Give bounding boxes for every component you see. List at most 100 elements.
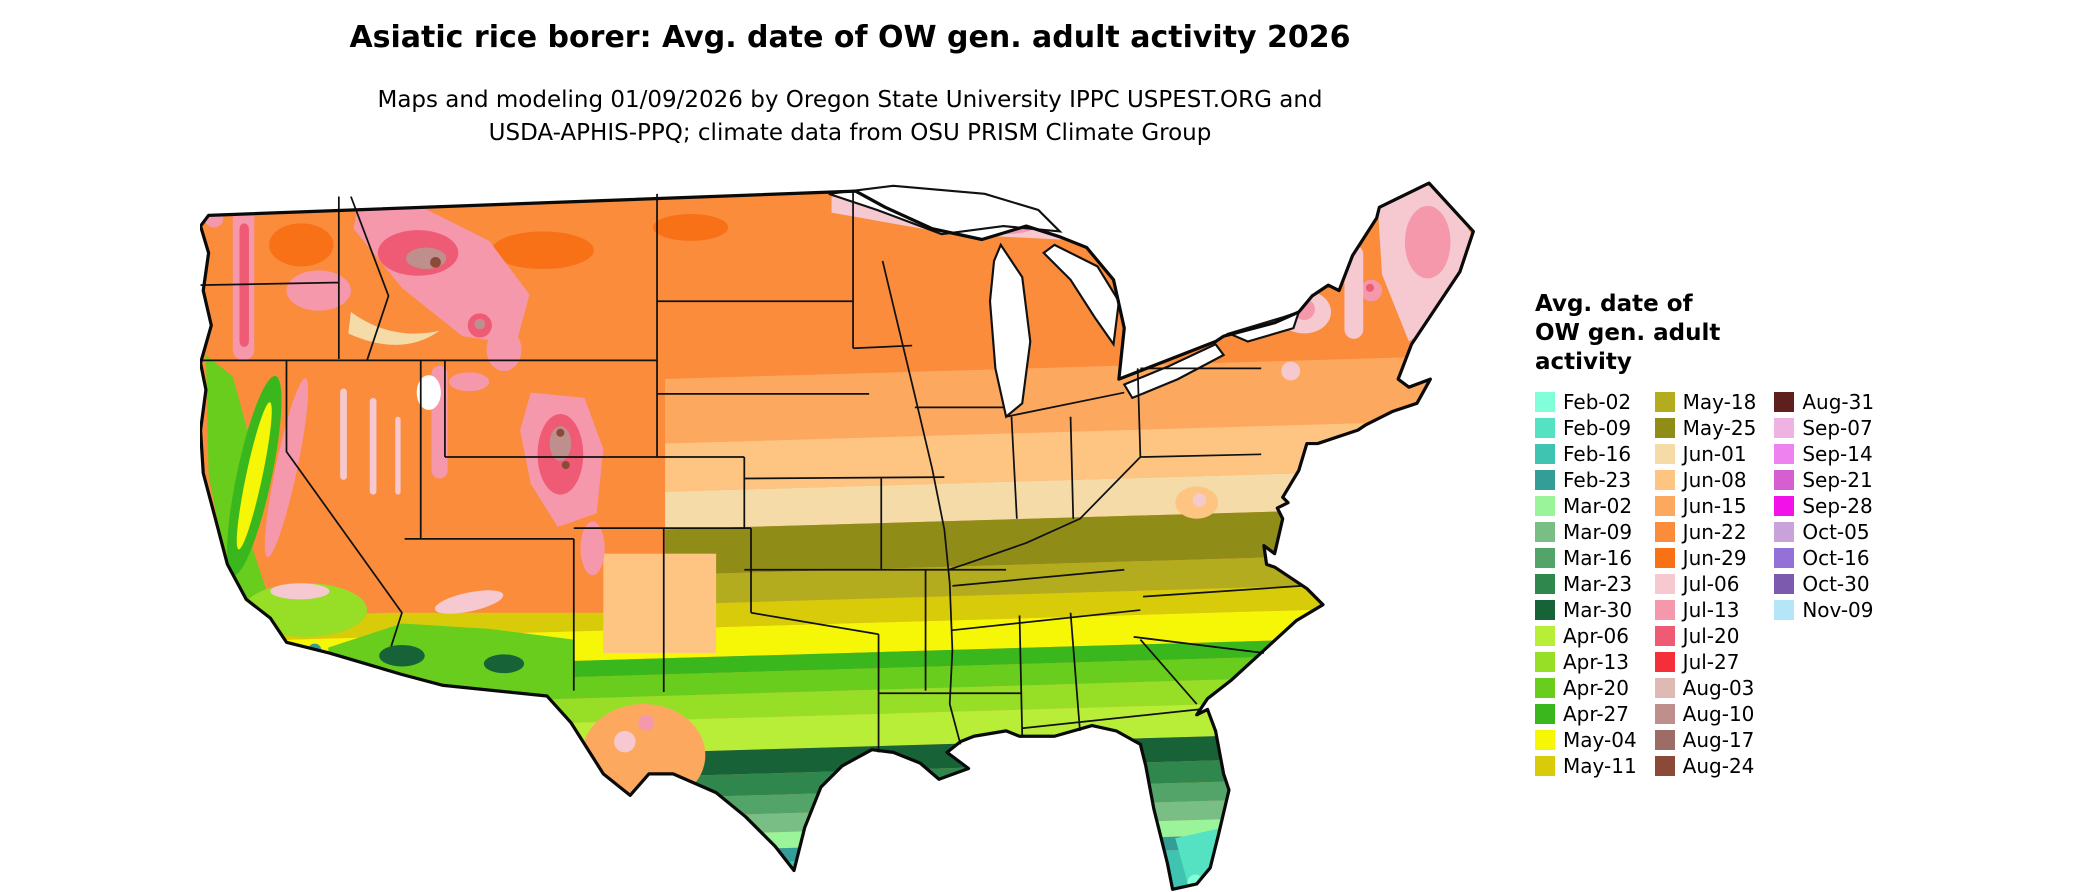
legend-swatch (1535, 418, 1555, 438)
legend-swatch (1535, 548, 1555, 568)
legend-entry: Jul-13 (1654, 597, 1757, 623)
legend-swatch (1654, 756, 1675, 776)
legend-title-line-2: OW gen. adult (1535, 320, 1721, 346)
legend-date-label: Aug-17 (1682, 728, 1755, 752)
snake-river-plain-blob (348, 312, 440, 345)
legend-entry: Feb-23 (1535, 467, 1637, 493)
legend-swatch (1774, 548, 1795, 568)
legend-entry: May-18 (1654, 389, 1757, 415)
colorado-high-blob (549, 426, 572, 462)
lake-erie (1122, 342, 1226, 400)
legend-date-label: Jul-06 (1682, 572, 1740, 596)
legend-swatch (1654, 652, 1675, 672)
legend-swatch (1774, 522, 1795, 542)
legend-date-label: Apr-06 (1563, 624, 1629, 648)
band (200, 827, 1474, 879)
legend-date-label: Jun-01 (1682, 442, 1747, 466)
high-peaks-blob (405, 247, 447, 270)
legend-swatch (1774, 470, 1795, 490)
davis-mtns-dot (638, 714, 655, 731)
legend-swatch (1774, 418, 1795, 438)
white-mtns-peak-dot (1365, 283, 1374, 292)
legend-entry: Sep-21 (1774, 467, 1874, 493)
legend-date-label: Oct-05 (1802, 520, 1870, 544)
band (200, 792, 1474, 850)
legend-date-label: Apr-20 (1563, 676, 1629, 700)
legend-swatch (1535, 730, 1555, 750)
legend-columns: Feb-02 Feb-09 Feb-16 Feb-23 Mar-02 Mar-09 Mar-… (1535, 389, 1955, 779)
mogollon-rim-sliver (434, 590, 504, 614)
legend-swatch (1654, 522, 1675, 542)
legend-swatch (1654, 730, 1675, 750)
legend-date-label: Nov-09 (1802, 598, 1874, 622)
colorado-peak-dot (561, 461, 570, 470)
nevada-range-sliver (340, 388, 347, 480)
legend-swatch (1774, 392, 1795, 412)
arizona-border-strip (328, 623, 574, 694)
legend-entry: Aug-03 (1654, 675, 1757, 701)
us-map-svg (200, 181, 1475, 891)
legend-entry: Mar-09 (1535, 519, 1637, 545)
legend-entry: Jul-27 (1654, 649, 1757, 675)
legend-date-label: Jul-27 (1682, 650, 1740, 674)
legend-entry: Nov-09 (1774, 597, 1874, 623)
legend-swatch (1654, 470, 1675, 490)
legend-swatch (1535, 678, 1555, 698)
legend-date-label: May-11 (1563, 754, 1637, 778)
legend-swatch (1654, 626, 1675, 646)
legend-title: Avg. date of OW gen. adult activity (1535, 290, 1955, 377)
legend-swatch (1654, 574, 1675, 594)
legend-date-label: Jun-29 (1682, 546, 1747, 570)
legend-entry: Feb-02 (1535, 389, 1637, 415)
legend-date-label: Sep-21 (1802, 468, 1873, 492)
legend-entry: May-25 (1654, 415, 1756, 441)
legend-date-label: Oct-30 (1802, 572, 1870, 596)
legend-entry: Sep-14 (1774, 441, 1874, 467)
legend-swatch (1654, 678, 1675, 698)
legend-entry: Feb-16 (1535, 441, 1637, 467)
legend-entry: May-04 (1535, 727, 1637, 753)
legend-swatch (1774, 600, 1795, 620)
legend-entry: Jul-20 (1654, 623, 1757, 649)
band (200, 773, 1474, 831)
legend-entry: Apr-13 (1535, 649, 1637, 675)
legend-entry: Aug-31 (1774, 389, 1874, 415)
legend: Avg. date of OW gen. adult activity Feb-… (1535, 290, 1955, 779)
legend-entry: Jul-06 (1654, 571, 1757, 597)
legend-date-label: Mar-23 (1563, 572, 1633, 596)
legend-entry: Aug-24 (1654, 753, 1757, 779)
legend-entry: Jun-29 (1654, 545, 1757, 571)
legend-swatch (1535, 600, 1555, 620)
legend-swatch (1535, 574, 1555, 594)
legend-swatch (1535, 704, 1555, 724)
legend-date-label: May-04 (1563, 728, 1637, 752)
legend-entry: Jun-22 (1654, 519, 1757, 545)
legend-entry: Oct-16 (1774, 545, 1874, 571)
us-map (200, 167, 1490, 892)
legend-date-label: Aug-10 (1682, 702, 1755, 726)
legend-date-label: Sep-28 (1802, 494, 1873, 518)
legend-swatch (1535, 522, 1555, 542)
west-virginia-pink-dot (1192, 493, 1207, 507)
band (200, 840, 1474, 890)
legend-swatch (1654, 444, 1675, 464)
legend-entry: Sep-07 (1774, 415, 1874, 441)
uinta-blob (448, 372, 490, 392)
lake-huron (1042, 243, 1121, 348)
legend-swatch (1654, 548, 1675, 568)
legend-swatch (1654, 496, 1675, 516)
legend-date-label: May-18 (1682, 390, 1757, 414)
legend-swatch (1535, 470, 1555, 490)
legend-date-label: Feb-02 (1563, 390, 1632, 414)
legend-entry: Mar-16 (1535, 545, 1637, 571)
legend-swatch (1535, 756, 1555, 776)
legend-entry: Jun-08 (1654, 467, 1757, 493)
legend-entry: Mar-02 (1535, 493, 1637, 519)
legend-swatch (1535, 626, 1555, 646)
sonoran-dark-patch (379, 644, 425, 667)
legend-date-label: Jun-22 (1682, 520, 1747, 544)
sangre-de-cristo-blob (580, 521, 605, 576)
legend-date-label: Mar-02 (1563, 494, 1633, 518)
legend-column-2: May-18 May-25 Jun-01 Jun-08 Jun-15 Jun-22 Jun-… (1654, 389, 1757, 779)
green-mtns-strip (1344, 244, 1364, 339)
